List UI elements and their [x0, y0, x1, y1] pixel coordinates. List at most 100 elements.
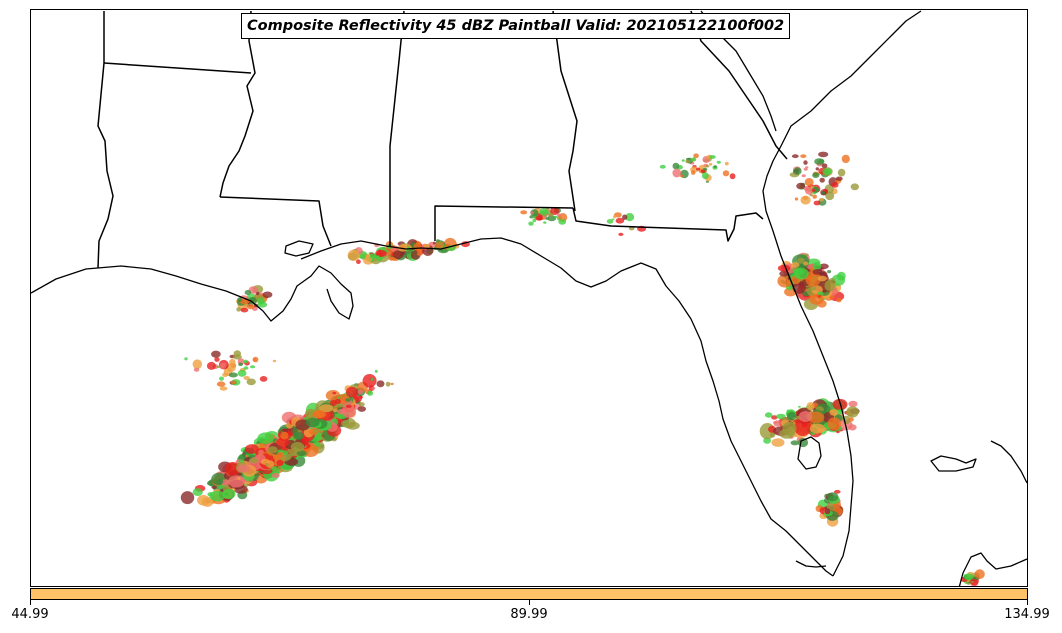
- reflectivity-blob: [846, 406, 859, 418]
- reflectivity-blob: [848, 424, 857, 431]
- colorbar-tick-label-mid: 89.99: [510, 607, 548, 622]
- reflectivity-blob: [705, 180, 709, 183]
- reflectivity-blob: [211, 485, 217, 489]
- reflectivity-blob: [724, 161, 729, 166]
- reflectivity-blob: [362, 374, 377, 388]
- colorbar-tick-label-max: 134.99: [1004, 607, 1050, 622]
- reflectivity-blob: [825, 191, 835, 201]
- map-panel: [30, 9, 1028, 587]
- colorbar-tick: [30, 600, 31, 605]
- reflectivity-blob: [325, 390, 341, 401]
- reflectivity-blob: [672, 168, 682, 178]
- reflectivity-blob: [374, 369, 378, 373]
- reflectivity-blob: [236, 307, 241, 312]
- florida-keys: [795, 560, 827, 568]
- reflectivity-blob: [438, 241, 443, 245]
- reflectivity-blob: [794, 197, 799, 201]
- reflectivity-blob: [345, 404, 352, 408]
- reflectivity-blob: [271, 473, 280, 478]
- reflectivity-blob: [243, 376, 250, 380]
- reflectivity-blob: [530, 211, 534, 215]
- reflectivity-blob: [837, 271, 846, 281]
- reflectivity-blob: [337, 408, 347, 415]
- reflectivity-blob: [622, 214, 628, 220]
- reflectivity-blob: [543, 221, 547, 224]
- reflectivity-blob: [252, 356, 259, 363]
- reflectivity-blob: [819, 197, 824, 202]
- reflectivity-blob: [606, 219, 614, 224]
- reflectivity-blob: [416, 252, 423, 256]
- reflectivity-blob: [819, 177, 825, 183]
- reflectivity-blob: [812, 261, 822, 271]
- lake-pontchartrain: [284, 240, 314, 257]
- reflectivity-blob: [206, 361, 216, 370]
- reflectivity-blob: [184, 357, 188, 361]
- border-ms-al: [389, 10, 405, 246]
- reflectivity-blob: [240, 307, 249, 313]
- reflectivity-blob: [219, 362, 227, 369]
- reflectivity-blob: [246, 378, 256, 386]
- reflectivity-blob: [415, 241, 421, 245]
- reflectivity-blob: [378, 253, 384, 258]
- reflectivity-blob: [529, 215, 534, 219]
- reflectivity-blob: [256, 291, 260, 296]
- reflectivity-blob: [681, 159, 685, 162]
- reflectivity-blob: [197, 495, 210, 506]
- reflectivity-blob: [685, 159, 690, 164]
- reflectivity-blob: [528, 221, 534, 226]
- reflectivity-blob: [273, 454, 282, 460]
- reflectivity-blob: [530, 209, 539, 217]
- reflectivity-blob: [771, 415, 778, 420]
- reflectivity-blob: [974, 569, 985, 580]
- reflectivity-blob: [423, 243, 431, 249]
- reflectivity-blob: [790, 440, 800, 446]
- reflectivity-blob: [831, 182, 839, 188]
- reflectivity-blob: [233, 350, 241, 357]
- reflectivity-blob: [964, 573, 974, 581]
- reflectivity-blob: [824, 508, 831, 515]
- reflectivity-blob: [230, 380, 237, 385]
- reflectivity-blob: [801, 423, 808, 428]
- reflectivity-blob: [829, 409, 839, 416]
- reflectivity-blob: [248, 457, 259, 464]
- reflectivity-blob: [358, 402, 365, 407]
- reflectivity-blob: [693, 153, 699, 159]
- reflectivity-blob: [625, 213, 635, 222]
- reflectivity-blob: [238, 362, 244, 367]
- reflectivity-blob: [313, 410, 325, 418]
- reflectivity-blob: [392, 250, 404, 260]
- reflectivity-blob: [827, 270, 832, 274]
- reflectivity-blob: [716, 160, 721, 164]
- reflectivity-blob: [970, 580, 974, 583]
- reflectivity-blob: [691, 170, 696, 175]
- reflectivity-blob: [797, 405, 801, 408]
- reflectivity-blob: [219, 386, 228, 391]
- reflectivity-blob: [769, 432, 776, 438]
- reflectivity-blob: [222, 488, 236, 500]
- reflectivity-blob: [239, 298, 250, 305]
- reflectivity-blob: [703, 168, 708, 171]
- reflectivity-blob: [659, 164, 666, 169]
- reflectivity-blob: [836, 297, 842, 303]
- state-borders: [97, 10, 788, 269]
- reflectivity-blob: [834, 489, 841, 494]
- reflectivity-blob: [801, 174, 806, 178]
- reflectivity-blob: [618, 232, 624, 236]
- reflectivity-blob: [796, 182, 806, 190]
- reflectivity-blob: [786, 411, 796, 421]
- reflectivity-blob: [791, 262, 800, 268]
- reflectivity-blob: [817, 291, 824, 296]
- reflectivity-blob: [558, 219, 567, 225]
- reflectivity-paintball-layer: [180, 151, 985, 586]
- reflectivity-blob: [319, 404, 334, 413]
- reflectivity-blob: [556, 213, 561, 217]
- colorbar-tick: [1027, 600, 1028, 605]
- reflectivity-blob: [237, 476, 241, 480]
- reflectivity-blob: [776, 413, 786, 420]
- border-al-fl: [434, 205, 574, 241]
- reflectivity-blob: [282, 428, 289, 432]
- reflectivity-blob: [696, 167, 701, 171]
- reflectivity-blob: [536, 215, 543, 221]
- reflectivity-blob: [794, 419, 812, 436]
- border-al-ga: [552, 10, 578, 212]
